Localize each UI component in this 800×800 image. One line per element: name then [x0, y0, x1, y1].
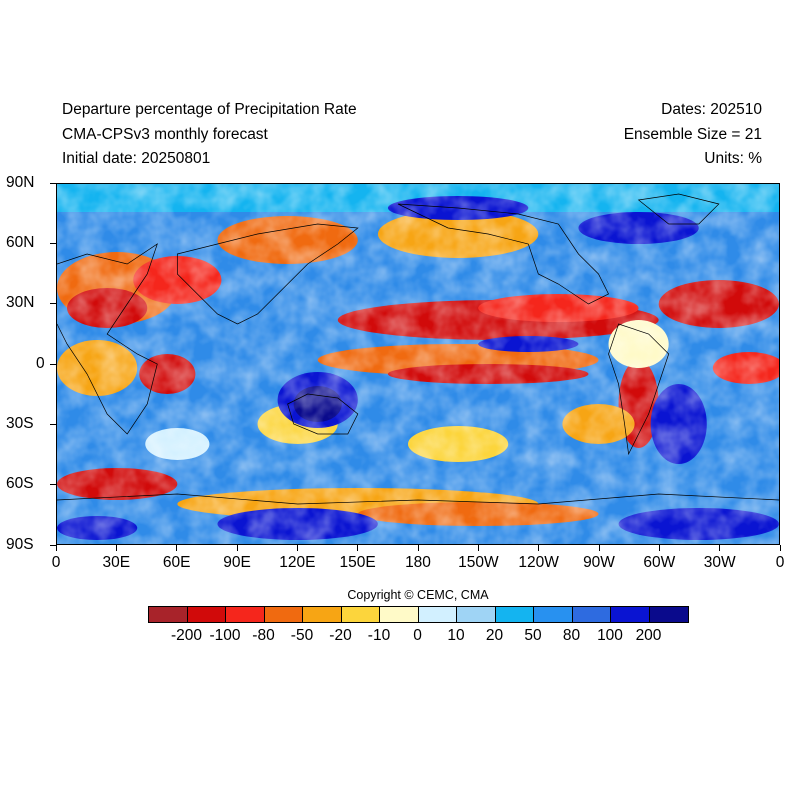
colorbar-label: 0: [413, 627, 422, 644]
colorbar-label: -200: [170, 627, 203, 644]
lon-tick: [779, 545, 781, 551]
lon-label: 60E: [162, 554, 191, 571]
lon-tick: [658, 545, 660, 551]
lat-tick: [50, 182, 56, 184]
anomaly-field: [57, 184, 779, 544]
lat-tick: [50, 423, 56, 425]
colorbar-label: 50: [524, 627, 542, 644]
lon-label: 150W: [458, 554, 499, 571]
colorbar-swatch: [457, 607, 496, 622]
lon-label: 0: [51, 554, 61, 571]
lon-tick: [477, 545, 479, 551]
lat-tick: [50, 544, 56, 546]
colorbar-swatch: [149, 607, 188, 622]
colorbar-swatch: [611, 607, 650, 622]
coastlines: [57, 193, 779, 505]
colorbar-label: -10: [367, 627, 391, 644]
lon-label: 120E: [279, 554, 316, 571]
lon-label: 60W: [643, 554, 676, 571]
colorbar-swatch: [303, 607, 342, 622]
colorbar-label: -20: [329, 627, 352, 644]
lat-tick: [50, 363, 56, 365]
lat-tick: [50, 242, 56, 244]
lon-label: 30W: [703, 554, 736, 571]
lon-label: 0: [775, 554, 785, 571]
lat-label: 60N: [6, 234, 35, 251]
ensemble-size: Ensemble Size = 21: [623, 126, 762, 143]
lon-label: 90E: [223, 554, 251, 571]
lat-tick: [50, 484, 56, 486]
lon-tick: [598, 545, 600, 551]
colorbar-swatch: [418, 607, 457, 622]
model-subtitle: CMA-CPSv3 monthly forecast: [62, 126, 268, 143]
lon-label: 150E: [339, 554, 376, 571]
lat-label: 0: [36, 355, 45, 372]
colorbar-label: 200: [635, 627, 662, 644]
colorbar-label: 80: [562, 627, 581, 644]
colorbar-swatch: [495, 607, 534, 622]
colorbar-swatch: [341, 607, 380, 622]
lon-label: 120W: [518, 554, 559, 571]
colorbar-swatch: [649, 607, 688, 622]
lon-tick: [719, 545, 721, 551]
colorbar-label: -80: [252, 627, 275, 644]
lon-label: 30E: [102, 554, 131, 571]
lon-tick: [115, 545, 117, 551]
lat-label: 30N: [6, 294, 35, 311]
colorbar-swatch: [226, 607, 265, 622]
forecast-dates: Dates: 202510: [661, 101, 762, 118]
colorbar-swatch: [380, 607, 419, 622]
colorbar: [148, 606, 689, 623]
colorbar-swatch: [187, 607, 226, 622]
colorbar-swatch: [572, 607, 611, 622]
lon-tick: [417, 545, 419, 551]
initial-date: Initial date: 20250801: [62, 150, 211, 167]
colorbar-swatch: [534, 607, 573, 622]
lon-tick: [176, 545, 178, 551]
lat-label: 60S: [6, 475, 34, 492]
precipitation-anomaly-map: [56, 183, 780, 545]
colorbar-label: 20: [485, 627, 504, 644]
colorbar-swatch: [264, 607, 303, 622]
colorbar-label: 10: [447, 627, 465, 644]
lon-tick: [55, 545, 57, 551]
lat-label: 90N: [6, 174, 35, 191]
chart-title: Departure percentage of Precipitation Ra…: [62, 101, 357, 118]
lon-tick: [538, 545, 540, 551]
lon-label: 90W: [583, 554, 615, 571]
colorbar-label: -50: [290, 627, 314, 644]
lon-tick: [296, 545, 298, 551]
units-label: Units: %: [704, 150, 762, 167]
lon-tick: [357, 545, 359, 551]
colorbar-label: 100: [597, 627, 623, 644]
copyright-notice: Copyright © CEMC, CMA: [347, 588, 489, 602]
lat-label: 90S: [6, 536, 34, 553]
lon-tick: [236, 545, 238, 551]
lat-label: 30S: [6, 415, 34, 432]
lon-label: 180: [405, 554, 431, 571]
colorbar-label: -100: [209, 627, 241, 644]
lat-tick: [50, 303, 56, 305]
